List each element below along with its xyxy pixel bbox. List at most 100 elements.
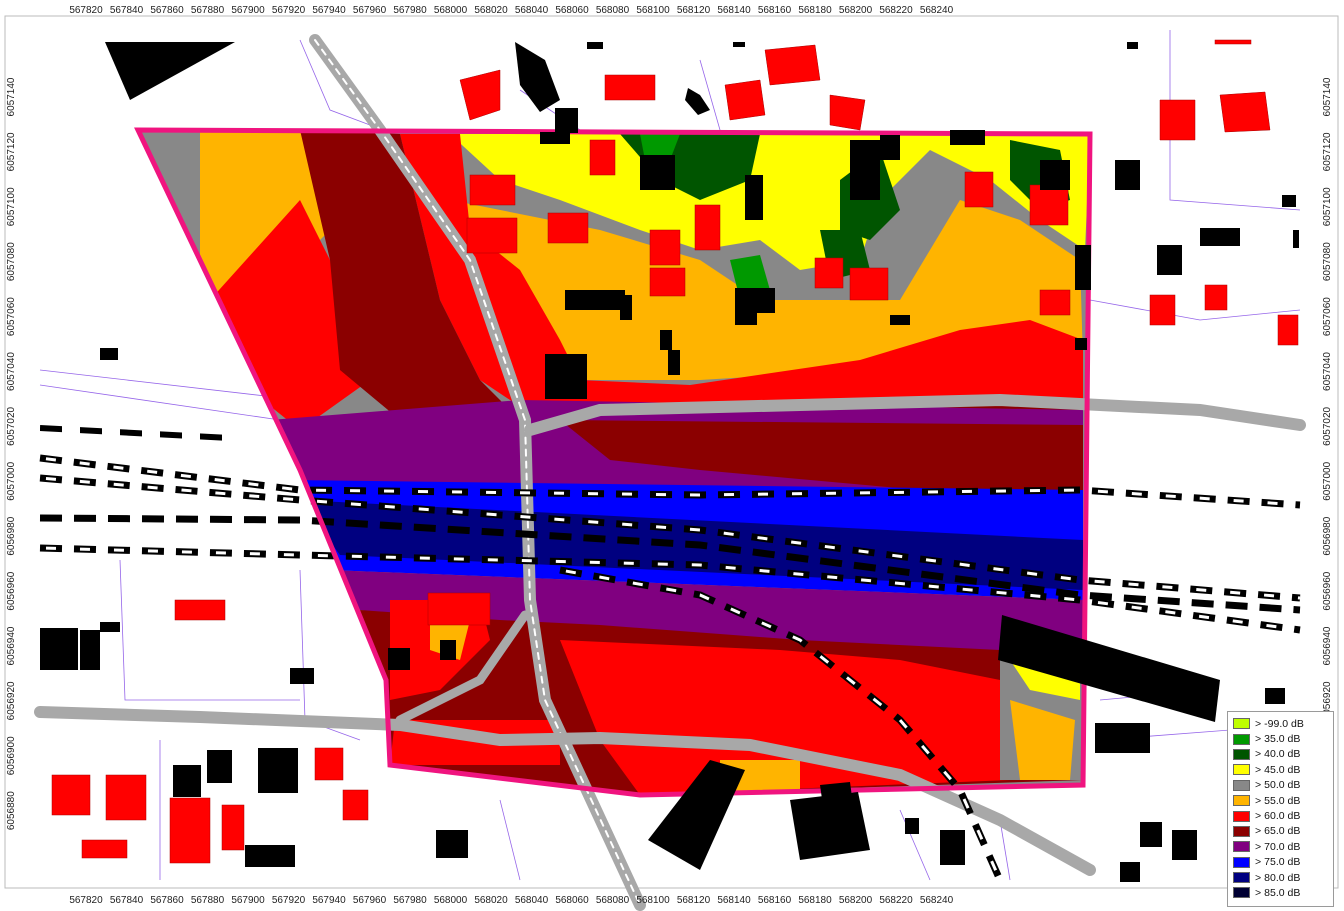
y-tick-label: 6057080: [1322, 242, 1333, 281]
legend-item: >70.0 dB: [1233, 839, 1328, 854]
y-axis-left: 6057140 6057120 6057100 6057080 6057060 60570…: [6, 77, 17, 830]
y-tick-label: 6057020: [1322, 406, 1333, 445]
x-tick-label: 567980: [393, 895, 427, 906]
y-tick-label: 6056880: [6, 791, 17, 830]
y-tick-label: 6057100: [1322, 187, 1333, 226]
x-tick-label: 567820: [69, 895, 103, 906]
legend-label: 80.0 dB: [1264, 871, 1301, 884]
y-tick-label: 6056940: [6, 626, 17, 665]
residential-buildings: [51, 39, 1299, 864]
y-tick-label: 6056900: [6, 736, 17, 775]
y-tick-label: 6056920: [1322, 681, 1333, 720]
legend-swatch: [1233, 779, 1250, 791]
other-buildings: [40, 42, 1299, 882]
y-tick-label: 6056940: [1322, 626, 1333, 665]
legend-item: >60.0 dB: [1233, 808, 1328, 823]
y-tick-label: 6057080: [6, 242, 17, 281]
legend-label: 60.0 dB: [1264, 810, 1301, 823]
x-tick-label: 568200: [839, 5, 873, 16]
legend-label: 45.0 dB: [1264, 763, 1301, 776]
legend-label: 35.0 dB: [1264, 733, 1301, 746]
legend-item: >35.0 dB: [1233, 731, 1328, 746]
x-tick-label: 567960: [353, 5, 387, 16]
x-tick-label: 568040: [515, 895, 549, 906]
legend-item: >40.0 dB: [1233, 747, 1328, 762]
legend-swatch: [1233, 795, 1250, 807]
y-tick-label: 6057120: [1322, 132, 1333, 171]
x-tick-label: 567880: [191, 5, 225, 16]
legend-swatch: [1233, 825, 1250, 837]
x-tick-label: 567900: [231, 5, 265, 16]
x-tick-label: 568140: [717, 5, 751, 16]
y-tick-label: 6057040: [6, 352, 17, 391]
legend-label: 40.0 dB: [1264, 748, 1301, 761]
legend-swatch: [1233, 748, 1250, 760]
legend-operator: >: [1255, 825, 1262, 838]
y-tick-label: 6057000: [6, 461, 17, 500]
x-tick-label: 567940: [312, 895, 346, 906]
x-tick-label: 567840: [110, 5, 144, 16]
y-tick-label: 6057120: [6, 132, 17, 171]
railway-tracks: [39, 425, 1301, 882]
legend-operator: >: [1255, 717, 1262, 730]
legend-label: 85.0 dB: [1264, 886, 1301, 899]
y-tick-label: 6057060: [6, 297, 17, 336]
x-axis-bottom: 567820 567840 567860 567880 567900 567920 5679…: [69, 895, 953, 906]
x-tick-label: 568120: [677, 895, 711, 906]
legend-operator: >: [1255, 840, 1262, 853]
x-tick-label: 567820: [69, 5, 103, 16]
x-tick-label: 568060: [555, 5, 589, 16]
legend-operator: >: [1255, 810, 1262, 823]
legend-label: 50.0 dB: [1264, 779, 1301, 792]
legend-operator: >: [1255, 748, 1262, 761]
y-tick-label: 6056980: [1322, 516, 1333, 555]
x-tick-label: 567960: [353, 895, 387, 906]
x-tick-label: 568080: [596, 5, 630, 16]
x-tick-label: 567980: [393, 5, 427, 16]
x-tick-label: 567920: [272, 5, 306, 16]
legend-swatch: [1233, 872, 1250, 884]
legend-item: >75.0 dB: [1233, 855, 1328, 870]
x-tick-label: 567920: [272, 895, 306, 906]
x-tick-label: 567940: [312, 5, 346, 16]
legend-operator: >: [1255, 794, 1262, 807]
x-tick-label: 568000: [434, 895, 468, 906]
legend-label: 65.0 dB: [1264, 825, 1301, 838]
x-tick-label: 568040: [515, 5, 549, 16]
x-tick-label: 567900: [231, 895, 265, 906]
x-tick-label: 568220: [879, 5, 913, 16]
x-tick-label: 568020: [474, 5, 508, 16]
legend-label: 70.0 dB: [1264, 840, 1301, 853]
x-axis-top: 567820 567840 567860 567880 567900 567920 5679…: [69, 5, 953, 16]
legend-label: 55.0 dB: [1264, 794, 1301, 807]
legend-operator: >: [1255, 886, 1262, 899]
x-tick-label: 567860: [150, 5, 184, 16]
y-tick-label: 6057000: [1322, 461, 1333, 500]
y-tick-label: 6057140: [6, 77, 17, 116]
legend-item: >85.0 dB: [1233, 885, 1328, 900]
legend-operator: >: [1255, 856, 1262, 869]
x-tick-label: 568080: [596, 895, 630, 906]
x-tick-label: 568140: [717, 895, 751, 906]
x-tick-label: 568220: [879, 895, 913, 906]
x-tick-label: 568160: [758, 895, 792, 906]
legend-swatch: [1233, 764, 1250, 776]
x-tick-label: 567880: [191, 895, 225, 906]
y-tick-label: 6057020: [6, 406, 17, 445]
legend-label: 75.0 dB: [1264, 856, 1301, 869]
y-tick-label: 6057100: [6, 187, 17, 226]
legend-label: -99.0 dB: [1264, 717, 1304, 730]
legend-swatch: [1233, 733, 1250, 745]
x-tick-label: 568000: [434, 5, 468, 16]
legend-item: > -99.0 dB: [1233, 716, 1328, 731]
x-tick-label: 568100: [636, 5, 670, 16]
y-tick-label: 6057140: [1322, 77, 1333, 116]
noise-level-legend: > -99.0 dB >35.0 dB >40.0 dB >45.0 dB >50.0 d…: [1227, 711, 1334, 907]
legend-swatch: [1233, 887, 1250, 899]
legend-swatch: [1233, 810, 1250, 822]
x-tick-label: 568200: [839, 895, 873, 906]
legend-item: >80.0 dB: [1233, 870, 1328, 885]
x-tick-label: 568180: [798, 5, 832, 16]
